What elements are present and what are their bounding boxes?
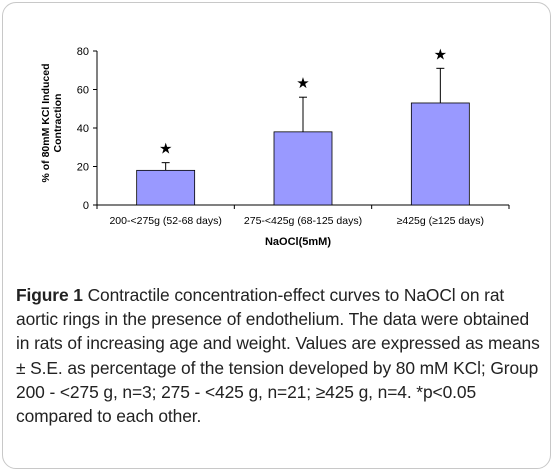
caption-text: Contractile concentration-effect curves … [16,285,540,427]
figure-label: Figure 1 [16,285,83,305]
y-tick-label: 40 [77,123,89,135]
bar [410,102,470,206]
y-tick-label: 80 [77,46,89,58]
x-tick-label: 200-<275g (52-68 days) [109,215,221,227]
y-tick-label: 0 [83,200,89,212]
y-tick-label: 60 [77,85,89,97]
bar [273,131,333,206]
figure-frame: 0 20 40 60 80 ★ 200-<275g (52-68 days) ★ 275-<42… [2,2,551,469]
x-tick-label: 275-<425g (68-125 days) [244,215,362,227]
x-axis-title: NaOCl(5mM) [265,236,331,248]
y-axis-title: % of 80mM KCl Induced [40,63,52,182]
chart-area: 0 20 40 60 80 ★ 200-<275g (52-68 days) ★ 275-<42… [17,17,543,261]
significance-marker: ★ [159,141,172,158]
bar-chart: 0 20 40 60 80 ★ 200-<275g (52-68 days) ★ 275-<42… [40,46,510,248]
y-axis-title: Contraction [52,94,64,153]
figure-caption: Figure 1 Contractile concentration-effec… [16,283,546,428]
bar [136,169,196,206]
significance-marker: ★ [434,46,447,63]
y-tick-label: 20 [77,162,89,174]
x-tick-label: ≥425g (≥125 days) [397,215,484,227]
significance-marker: ★ [296,75,309,92]
